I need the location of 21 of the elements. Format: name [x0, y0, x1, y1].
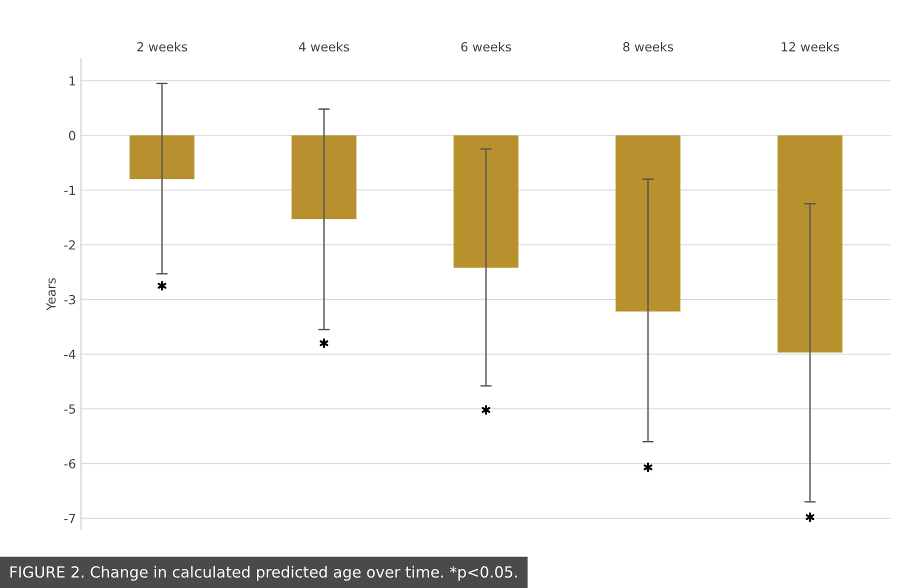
y-tick-label: -6	[64, 459, 76, 468]
y-tick-label: 0	[69, 130, 76, 140]
x-tick-label: 12 weeks	[782, 42, 840, 52]
y-tick-label: -4	[64, 350, 76, 359]
point	[644, 462, 652, 472]
y-axis-title: Years	[46, 278, 56, 311]
point	[320, 338, 328, 348]
point	[158, 280, 166, 291]
x-tick-label: 8 weeks	[623, 42, 674, 52]
x-tick-label: 6 weeks	[461, 42, 512, 52]
y-tick-label: -7	[64, 514, 76, 524]
point	[806, 512, 814, 522]
y-tick-label: -2	[64, 240, 75, 250]
y-tick-label: -5	[64, 404, 76, 414]
y-tick-label: -3	[64, 294, 76, 304]
y-tick-label: 1	[70, 76, 75, 86]
x-tick-label: 4 weeks	[298, 42, 350, 52]
caption: FIGURE 2. Change in calculated predicted age over time. *p<0.05.	[10, 566, 517, 581]
point	[482, 405, 490, 415]
y-tick-label: -1	[64, 186, 75, 195]
x-tick-label: 2 weeks	[137, 42, 188, 52]
